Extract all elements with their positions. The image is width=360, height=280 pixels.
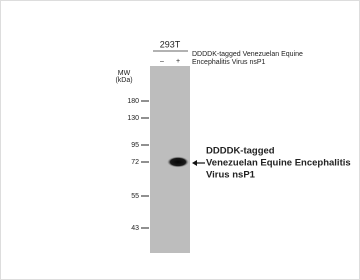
marker-label: 43 xyxy=(131,225,139,232)
lane-label: – xyxy=(160,58,164,65)
figure: 293T – + DDDDK-tagged Venezuelan Equine … xyxy=(0,0,360,280)
marker-label: 55 xyxy=(131,193,139,200)
annotation: Virus nsP1 xyxy=(206,170,256,181)
band xyxy=(167,157,189,168)
marker-label: 95 xyxy=(131,142,139,149)
marker-label: 72 xyxy=(131,159,139,166)
sample-label: Encephalitis Virus nsP1 xyxy=(192,59,266,66)
marker-label: 130 xyxy=(127,115,139,122)
annotation: Venezuelan Equine Encephalitis xyxy=(206,158,351,169)
marker-label: 180 xyxy=(127,98,139,105)
cell-line: 293T xyxy=(160,39,181,49)
annotation: DDDDK-tagged xyxy=(206,146,275,157)
lane-label: + xyxy=(176,58,180,65)
mw-title: (kDa) xyxy=(115,77,132,84)
sample-label: DDDDK-tagged Venezuelan Equine xyxy=(192,51,303,58)
mw-title: MW xyxy=(118,70,131,77)
